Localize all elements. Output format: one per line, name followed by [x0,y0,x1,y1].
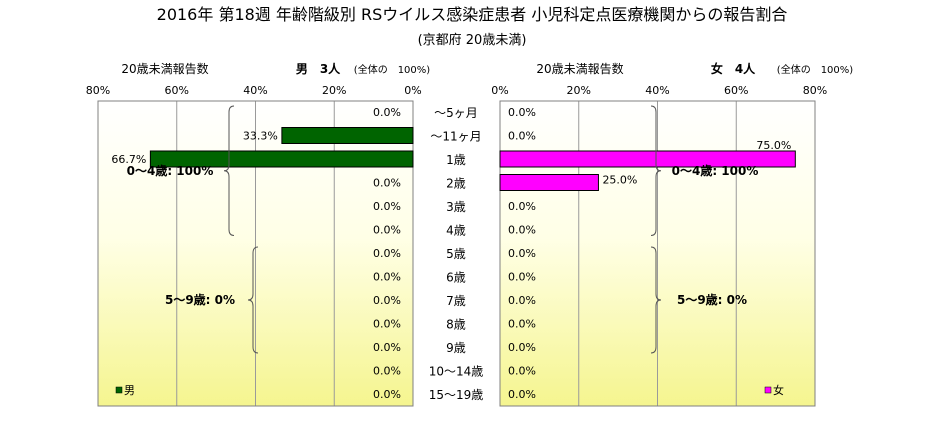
left-header-note: (全体の 100%) [354,63,430,76]
left-tick-label: 60% [165,84,189,97]
right-value-label: 25.0% [602,174,637,187]
category-label-10: 8歳 [446,318,466,332]
left-group-brace [223,105,235,236]
category-label-7: 5歳 [446,247,466,261]
left-plot-frame [97,100,414,407]
right-tick-label: 80% [803,84,827,97]
category-label-1: ～5ヶ月 [434,106,478,120]
left-legend-swatch [115,386,123,394]
right-value-label: 0.0% [508,247,536,260]
right-bar [499,150,796,168]
right-value-label: 0.0% [508,294,536,307]
left-bar [281,127,414,144]
right-axis-label: 20歳未満報告数 [536,61,623,76]
right-value-label: 0.0% [508,224,536,237]
right-bar [499,174,599,191]
right-value-label: 0.0% [508,200,536,213]
right-value-label: 0.0% [508,341,536,354]
left-group-label: 5～9歳: 0% [165,292,235,307]
left-axis-label: 20歳未満報告数 [121,61,208,76]
left-value-label: 66.7% [111,153,146,166]
right-group-brace [650,105,662,236]
category-label-4: 2歳 [446,177,466,191]
category-label-6: 4歳 [446,224,466,238]
left-value-label: 0.0% [373,341,401,354]
right-group-label: 0～4歳: 100% [672,163,759,178]
right-value-label: 0.0% [508,388,536,401]
right-tick-label: 40% [645,84,669,97]
right-legend-swatch [764,386,772,394]
left-value-label: 0.0% [373,365,401,378]
right-value-label: 0.0% [508,365,536,378]
left-value-label: 0.0% [373,106,401,119]
right-header-note: (全体の 100%) [777,63,853,76]
left-value-label: 0.0% [373,271,401,284]
left-value-label: 0.0% [373,224,401,237]
right-value-label: 0.0% [508,318,536,331]
left-tick-label: 0% [404,84,421,97]
category-label-3: 1歳 [446,153,466,167]
left-tick-label: 40% [243,84,267,97]
left-bar [149,150,414,168]
right-value-label: 0.0% [508,271,536,284]
right-value-label: 0.0% [508,106,536,119]
right-plot-frame [499,100,816,407]
right-tick-label: 20% [567,84,591,97]
category-label-8: 6歳 [446,271,466,285]
left-value-label: 0.0% [373,177,401,190]
left-legend-label: 男 [124,384,135,397]
right-group-label: 5～9歳: 0% [677,292,747,307]
right-tick-label: 60% [724,84,748,97]
left-value-label: 0.0% [373,318,401,331]
chart-title: 2016年 第18週 年齢階級別 RSウイルス感染症患者 小児科定点医療機関から… [157,5,788,24]
right-tick-label: 0% [491,84,508,97]
left-group-brace [247,246,259,354]
category-label-9: 7歳 [446,294,466,308]
left-value-label: 0.0% [373,388,401,401]
left-value-label: 0.0% [373,294,401,307]
category-label-5: 3歳 [446,200,466,214]
left-header: 男 3人 [296,61,341,76]
left-group-label: 0～4歳: 100% [127,163,214,178]
category-label-13: 15～19歳 [429,388,484,402]
right-value-label: 75.0% [756,139,791,152]
category-label-2: ～11ヶ月 [430,130,481,144]
left-tick-label: 20% [322,84,346,97]
left-value-label: 0.0% [373,200,401,213]
left-value-label: 0.0% [373,247,401,260]
right-header: 女 4人 [711,61,756,76]
right-value-label: 0.0% [508,130,536,143]
chart-subtitle: (京都府 20歳未満) [418,33,527,48]
left-value-label: 33.3% [243,130,278,143]
category-label-12: 10～14歳 [429,365,484,379]
left-tick-label: 80% [86,84,110,97]
category-label-11: 9歳 [446,341,466,355]
right-legend-label: 女 [773,383,784,397]
right-group-brace [650,246,662,354]
